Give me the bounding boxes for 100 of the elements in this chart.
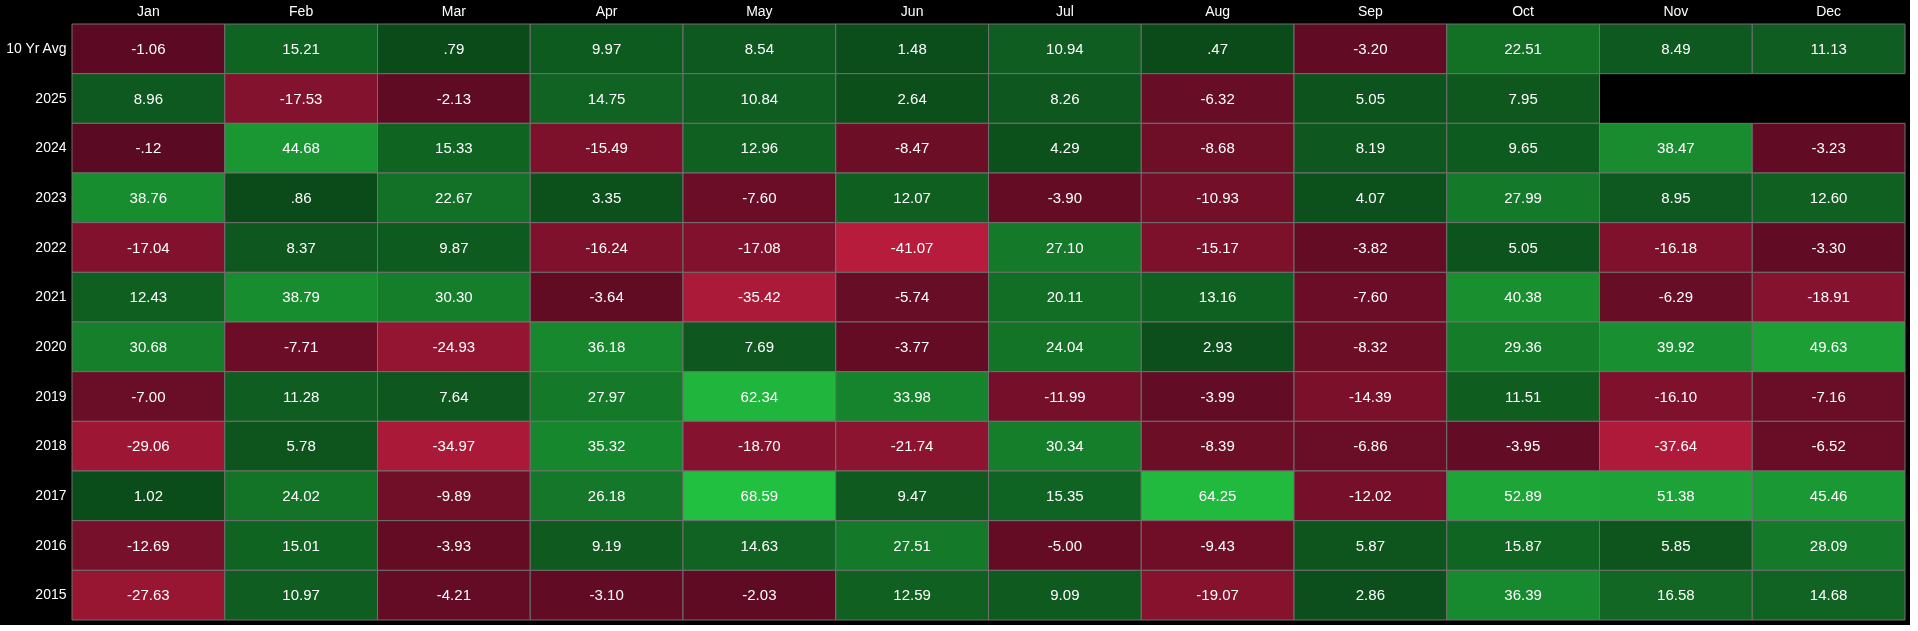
data-label: -5.00 — [1047, 536, 1082, 554]
data-label: 39.92 — [1657, 337, 1695, 355]
data-label: -41.07 — [890, 238, 934, 256]
data-label: 68.59 — [740, 486, 779, 504]
x-tick-label: May — [746, 2, 773, 19]
data-label: 7.95 — [1508, 89, 1538, 107]
data-label: -3.64 — [589, 288, 624, 306]
data-label: -1.06 — [131, 39, 166, 57]
data-label: 12.43 — [129, 288, 168, 306]
data-label: -29.06 — [127, 437, 170, 455]
data-label: 4.07 — [1355, 188, 1385, 206]
data-label: -8.47 — [895, 139, 930, 157]
data-label: 15.33 — [435, 139, 473, 157]
data-label: 26.18 — [587, 486, 626, 504]
data-label: .79 — [443, 39, 465, 57]
data-label: -6.32 — [1200, 89, 1235, 107]
data-label: .86 — [290, 188, 312, 206]
data-label: 3.35 — [592, 188, 622, 206]
y-tick-label: 2025 — [35, 89, 67, 106]
data-label: 44.68 — [282, 139, 320, 157]
data-label: -6.29 — [1658, 288, 1693, 306]
data-label: 8.54 — [744, 39, 774, 57]
data-label: 27.10 — [1046, 238, 1084, 256]
data-label: -2.13 — [436, 89, 471, 107]
x-tick-label: Jun — [900, 2, 924, 19]
data-label: -7.60 — [1353, 288, 1388, 306]
data-label: 27.99 — [1504, 188, 1542, 206]
data-label: 9.97 — [592, 39, 622, 57]
data-label: 33.98 — [893, 387, 931, 405]
data-label: -14.39 — [1349, 387, 1392, 405]
data-label: -7.60 — [742, 188, 777, 206]
y-tick-label: 2019 — [35, 387, 67, 404]
data-label: -6.52 — [1811, 437, 1846, 455]
data-label: 22.51 — [1504, 39, 1542, 57]
data-label: 2.86 — [1355, 586, 1385, 604]
data-label: 20.11 — [1046, 288, 1084, 306]
data-label: -9.43 — [1200, 536, 1235, 554]
data-label: -21.74 — [890, 437, 934, 455]
data-label: 8.95 — [1661, 188, 1691, 206]
data-label: -27.63 — [127, 586, 170, 604]
data-label: -35.42 — [738, 288, 781, 306]
x-tick-label: Feb — [289, 2, 314, 19]
data-label: -16.24 — [585, 238, 628, 256]
data-label: -3.10 — [589, 586, 624, 604]
data-label: -3.77 — [895, 337, 930, 355]
data-label: 10.97 — [282, 586, 320, 604]
y-tick-label: 2015 — [35, 586, 67, 603]
y-tick-label: 2024 — [35, 139, 67, 156]
data-label: -16.18 — [1654, 238, 1698, 256]
data-label: 14.63 — [740, 536, 779, 554]
data-label: -7.71 — [284, 337, 319, 355]
data-label: 22.67 — [435, 188, 473, 206]
data-label: 15.01 — [282, 536, 320, 554]
data-label: 11.51 — [1504, 387, 1542, 405]
data-label: 35.32 — [587, 437, 626, 455]
data-label: 11.13 — [1810, 39, 1847, 57]
data-label: 36.18 — [587, 337, 626, 355]
data-label: -8.32 — [1353, 337, 1388, 355]
data-label: 5.87 — [1355, 536, 1385, 554]
data-label: 12.59 — [893, 586, 931, 604]
data-label: -2.03 — [742, 586, 777, 604]
data-label: -3.30 — [1811, 238, 1846, 256]
data-label: 36.39 — [1504, 586, 1542, 604]
data-label: 12.60 — [1809, 188, 1848, 206]
data-label: 40.38 — [1504, 288, 1542, 306]
data-label: 8.49 — [1661, 39, 1691, 57]
data-label: -4.21 — [436, 586, 471, 604]
data-label: 15.21 — [282, 39, 320, 57]
data-label: -3.95 — [1506, 437, 1541, 455]
data-label: 52.89 — [1504, 486, 1542, 504]
data-label: 11.28 — [282, 387, 320, 405]
data-label: 51.38 — [1657, 486, 1695, 504]
data-label: 10.84 — [740, 89, 779, 107]
data-label: -17.04 — [127, 238, 170, 256]
data-label: -3.23 — [1811, 139, 1846, 157]
data-label: -11.99 — [1044, 387, 1086, 405]
data-label: 13.16 — [1198, 288, 1237, 306]
data-label: 9.09 — [1050, 586, 1080, 604]
data-label: 2.93 — [1203, 337, 1233, 355]
data-label: 1.48 — [897, 39, 927, 57]
y-tick-label: 2021 — [35, 288, 67, 305]
data-label: 27.97 — [587, 387, 626, 405]
data-label: 45.46 — [1809, 486, 1848, 504]
y-tick-label: 2016 — [35, 536, 67, 553]
data-label: -18.91 — [1807, 288, 1850, 306]
data-label: 15.35 — [1046, 486, 1084, 504]
data-label: -7.00 — [131, 387, 166, 405]
data-label: 12.96 — [740, 139, 779, 157]
y-tick-label: 2022 — [35, 238, 67, 255]
data-label: 9.19 — [592, 536, 622, 554]
data-label: 7.69 — [744, 337, 774, 355]
data-label: -10.93 — [1196, 188, 1239, 206]
data-label: 4.29 — [1050, 139, 1080, 157]
x-tick-label: Dec — [1816, 2, 1842, 19]
data-label: 14.68 — [1809, 586, 1848, 604]
data-label: -17.53 — [279, 89, 323, 107]
x-tick-label: Aug — [1205, 2, 1231, 19]
data-label: -12.02 — [1349, 486, 1392, 504]
data-label: 30.30 — [435, 288, 473, 306]
data-label: -15.49 — [585, 139, 628, 157]
